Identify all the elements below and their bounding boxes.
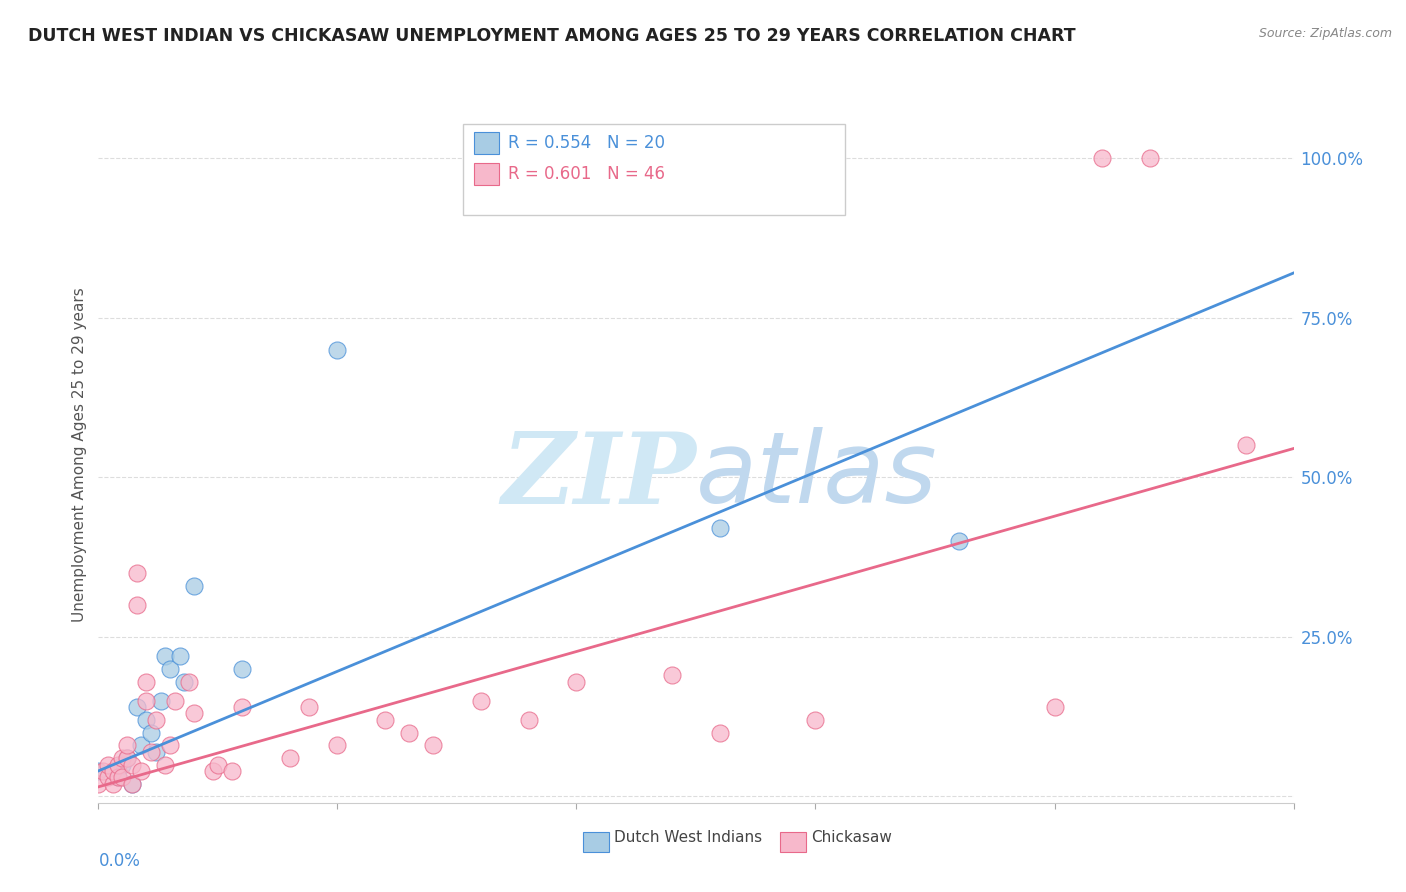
Point [155,648,177,663]
Point [298,700,321,714]
Point [470,694,492,708]
Y-axis label: Unemployment Among Ages 25 to 29 years: Unemployment Among Ages 25 to 29 years [72,287,87,623]
Point [221,764,243,778]
Point [125,598,148,612]
Point [107,770,129,784]
Point [97,770,120,784]
Point [135,694,157,708]
Point [87,764,110,778]
Text: ZIP: ZIP [501,427,696,524]
Point [326,739,349,753]
Point [179,674,201,689]
Point [169,648,191,663]
Point [107,757,129,772]
Point [101,777,124,791]
Point [149,694,172,708]
Point [422,739,444,753]
Point [121,777,143,791]
Point [231,662,253,676]
Point [231,700,253,714]
Point [131,764,153,778]
Point [125,700,148,714]
Point [207,757,229,772]
Text: R = 0.554   N = 20: R = 0.554 N = 20 [508,135,665,153]
Point [374,713,396,727]
Point [97,757,120,772]
Point [1043,700,1066,714]
Point [139,745,162,759]
Point [145,745,167,759]
Point [121,757,143,772]
Point [278,751,301,765]
Text: atlas: atlas [696,427,938,524]
Point [565,674,588,689]
Point [115,751,138,765]
Point [107,770,129,784]
Text: DUTCH WEST INDIAN VS CHICKASAW UNEMPLOYMENT AMONG AGES 25 TO 29 YEARS CORRELATIO: DUTCH WEST INDIAN VS CHICKASAW UNEMPLOYM… [28,27,1076,45]
Point [183,579,205,593]
Point [398,725,420,739]
Point [159,739,181,753]
Point [1139,151,1161,165]
Point [173,674,195,689]
Point [131,739,153,753]
Point [135,713,157,727]
Point [135,674,157,689]
Point [202,764,225,778]
Text: R = 0.601   N = 46: R = 0.601 N = 46 [508,166,665,184]
Point [111,757,134,772]
Point [101,764,124,778]
Point [159,662,181,676]
Point [115,739,138,753]
Point [155,757,177,772]
Point [145,713,167,727]
Point [1234,438,1257,452]
Text: Source: ZipAtlas.com: Source: ZipAtlas.com [1258,27,1392,40]
Point [709,725,731,739]
Point [139,725,162,739]
Point [1091,151,1114,165]
Text: Dutch West Indians: Dutch West Indians [614,830,762,845]
Text: 0.0%: 0.0% [98,852,141,870]
Point [111,751,134,765]
Point [121,777,143,791]
Point [804,713,827,727]
Point [948,534,970,549]
Point [163,694,186,708]
Point [115,751,138,765]
Point [709,521,731,535]
Point [111,770,134,784]
Point [91,764,114,778]
Point [517,713,540,727]
Point [87,777,110,791]
Point [661,668,683,682]
Point [125,566,148,580]
Point [326,343,349,357]
Point [183,706,205,721]
Text: Chickasaw: Chickasaw [811,830,893,845]
